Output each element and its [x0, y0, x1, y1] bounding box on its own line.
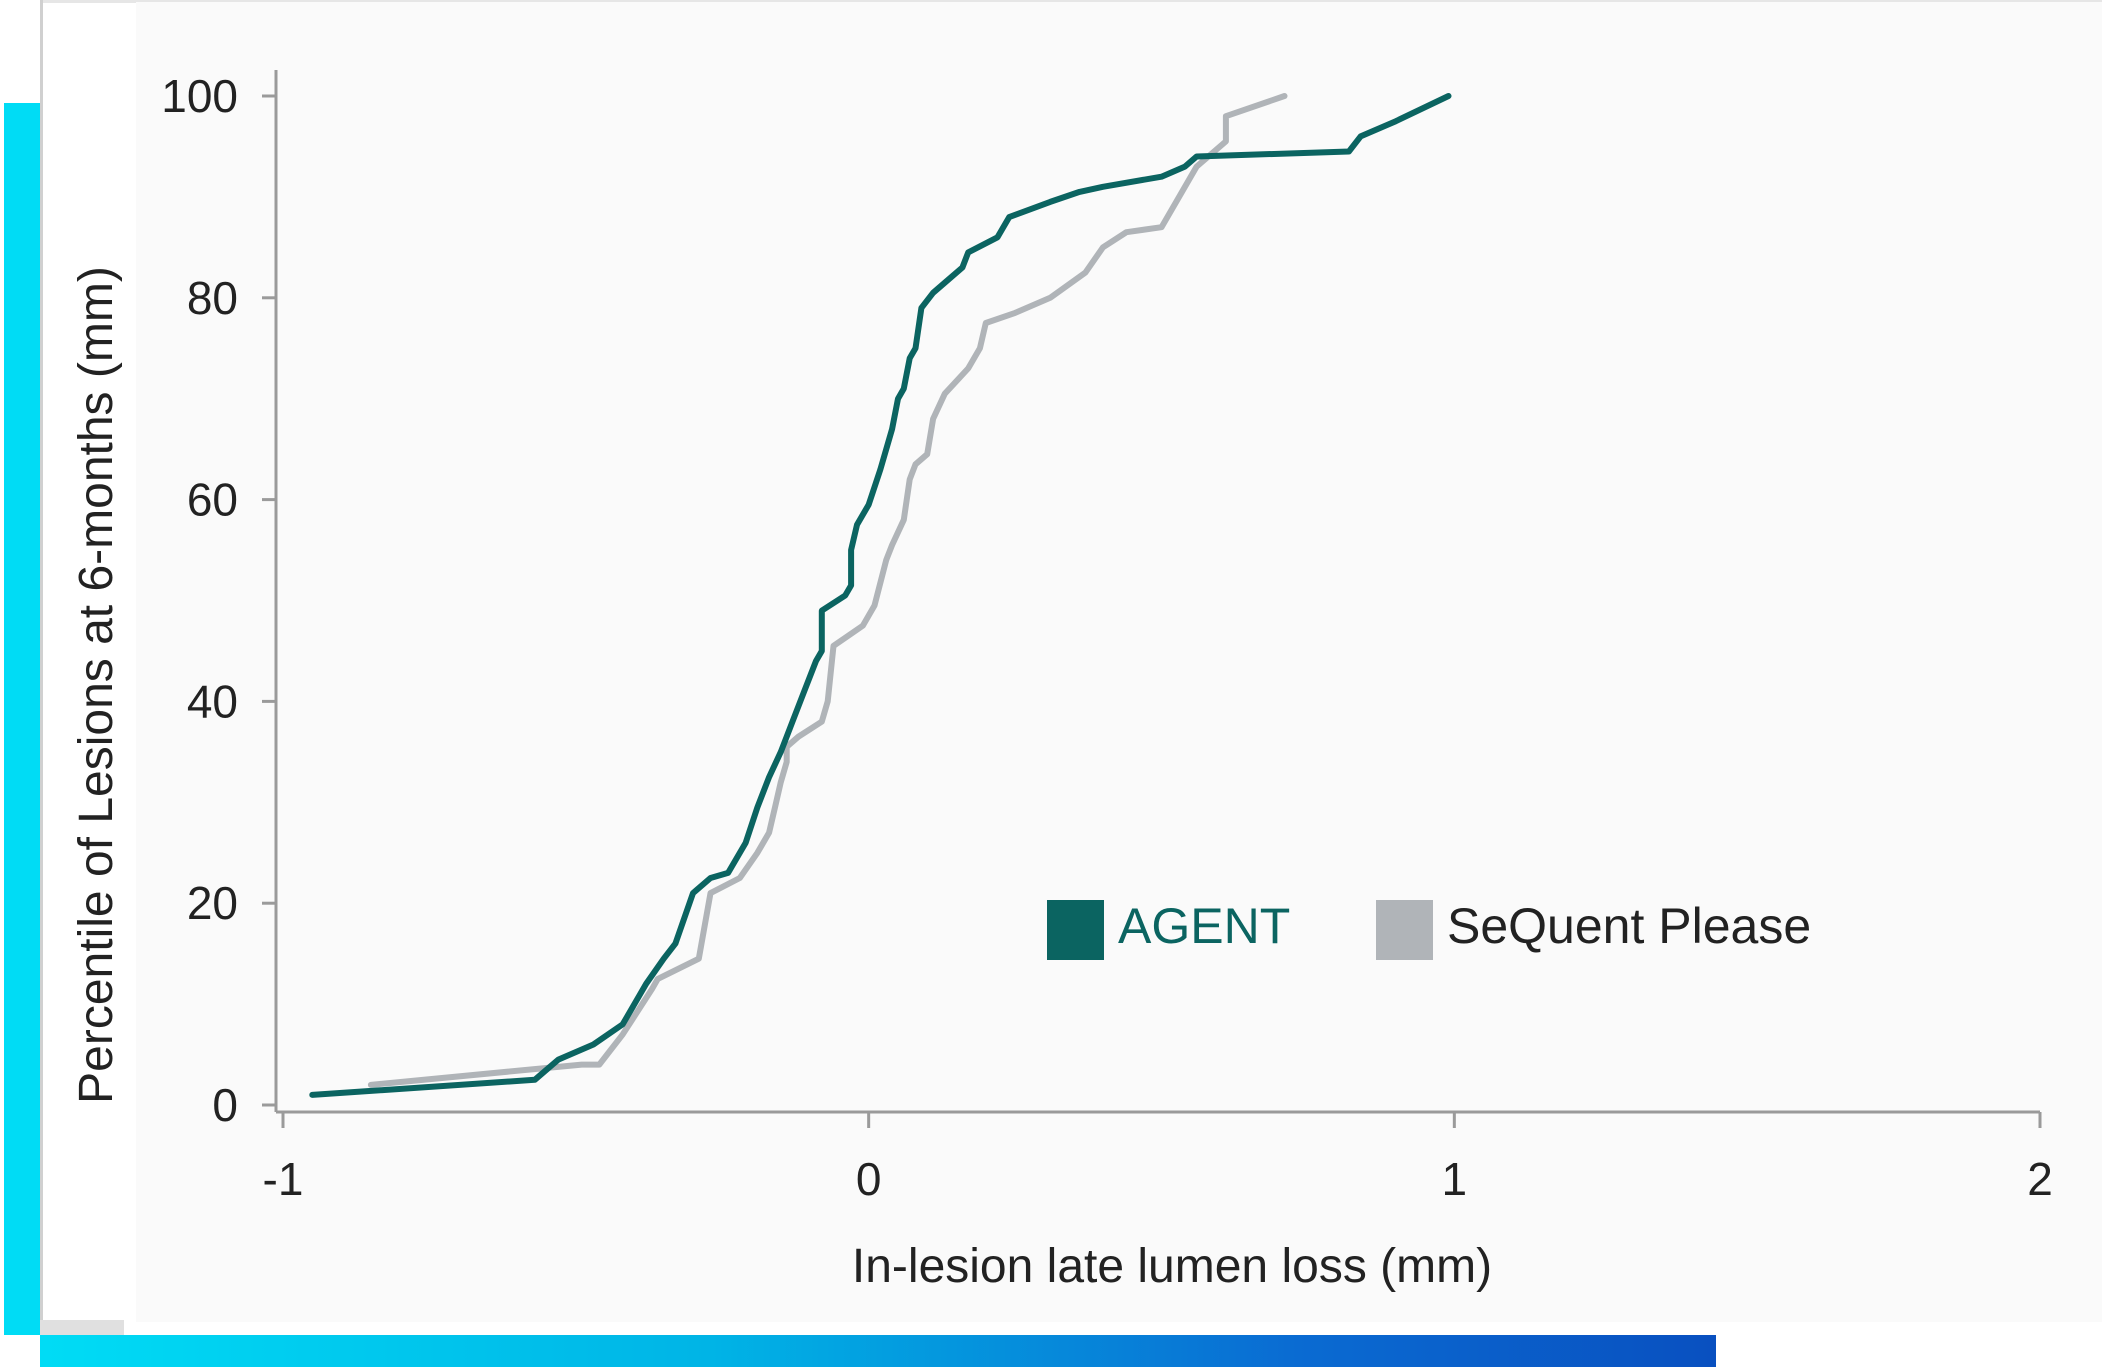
series-line-agent [309, 93, 1452, 1098]
legend: AGENT SeQuent Please [1047, 898, 1811, 960]
y-tick-label: 40 [187, 675, 238, 727]
frame-left-rule [40, 0, 43, 1340]
y-tick-label: 100 [161, 70, 238, 122]
plot-background-panel [136, 2, 2102, 1322]
x-tick-label: 0 [856, 1153, 882, 1205]
legend-swatch-sequent-please [1376, 900, 1433, 960]
x-tick-label: 1 [1442, 1153, 1468, 1205]
accent-bar-bottom-light [40, 1320, 124, 1335]
y-axis-title: Percentile of Lesions at 6-months (mm) [70, 266, 123, 1104]
x-tick-label: 2 [2027, 1153, 2053, 1205]
accent-bar-bottom [40, 1335, 1716, 1367]
legend-label-agent: AGENT [1118, 898, 1290, 954]
y-tick-label: 0 [212, 1079, 238, 1131]
y-tick-label: 20 [187, 877, 238, 929]
x-tick-label: -1 [263, 1153, 304, 1205]
frame-top-line [40, 0, 2102, 3]
y-tick-label: 60 [187, 474, 238, 526]
accent-bar-left [4, 103, 40, 1335]
series-line-sequent-please [367, 93, 1288, 1088]
legend-label-sequent-please: SeQuent Please [1447, 898, 1811, 954]
x-axis-title: In-lesion late lumen loss (mm) [852, 1240, 1492, 1293]
legend-swatch-agent [1047, 900, 1104, 960]
y-tick-label: 80 [187, 272, 238, 324]
series-layer [309, 93, 1452, 1098]
